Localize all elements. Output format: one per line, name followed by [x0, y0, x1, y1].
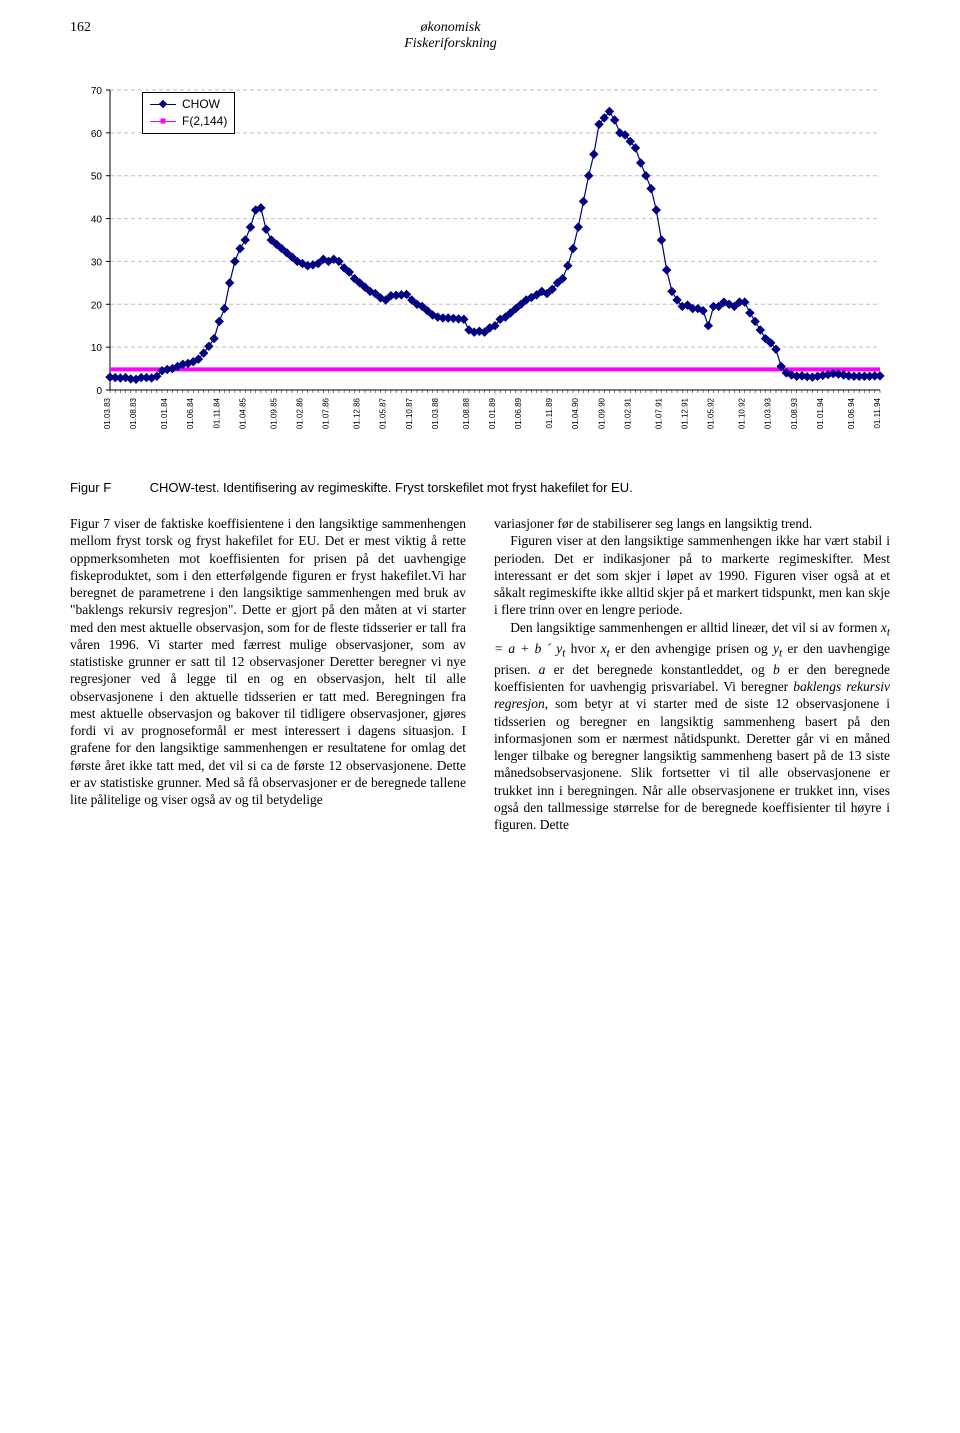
legend-label: F(2,144) — [182, 113, 227, 130]
svg-text:01.12.91: 01.12.91 — [681, 397, 690, 429]
svg-text:01.09.85: 01.09.85 — [269, 397, 278, 429]
svg-text:50: 50 — [91, 172, 103, 183]
journal-title: økonomisk Fiskeriforskning — [51, 20, 850, 52]
column-right: variasjoner før de stabiliserer seg lang… — [494, 515, 890, 833]
chart-legend: CHOW F(2,144) — [142, 92, 235, 134]
svg-text:01.11.84: 01.11.84 — [212, 397, 221, 428]
body-paragraph: Figuren viser at den langsiktige sammenh… — [494, 532, 890, 618]
body-paragraph: variasjoner før de stabiliserer seg lang… — [494, 515, 890, 532]
body-columns: Figur 7 viser de faktiske koeffisientene… — [70, 515, 890, 833]
svg-text:01.03.93: 01.03.93 — [764, 397, 773, 429]
svg-text:01.07.91: 01.07.91 — [654, 397, 663, 429]
svg-text:60: 60 — [91, 129, 103, 140]
svg-text:0: 0 — [96, 386, 102, 397]
svg-text:20: 20 — [91, 300, 103, 311]
svg-text:01.11.94: 01.11.94 — [873, 397, 882, 428]
svg-text:01.08.83: 01.08.83 — [129, 397, 138, 429]
figure-caption: Figur F CHOW-test. Identifisering av reg… — [70, 480, 890, 495]
svg-text:01.04.90: 01.04.90 — [571, 397, 580, 429]
square-marker-icon — [150, 116, 176, 126]
figure-label: Figur F — [70, 480, 146, 495]
svg-text:01.01.94: 01.01.94 — [816, 397, 825, 429]
svg-text:10: 10 — [91, 343, 103, 354]
journal-line2: Fiskeriforskning — [404, 36, 497, 51]
page-header: 162 økonomisk Fiskeriforskning — [70, 20, 890, 52]
journal-line1: økonomisk — [421, 20, 481, 35]
svg-text:30: 30 — [91, 257, 103, 268]
legend-item-f: F(2,144) — [150, 113, 227, 130]
body-paragraph: Den langsiktige sammenhengen er alltid l… — [494, 619, 890, 834]
svg-text:01.06.94: 01.06.94 — [847, 397, 856, 429]
svg-text:01.07.86: 01.07.86 — [322, 397, 331, 429]
figure-caption-text: CHOW-test. Identifisering av regimeskift… — [150, 480, 633, 495]
diamond-marker-icon — [150, 99, 176, 109]
svg-text:70: 70 — [91, 86, 103, 97]
svg-text:01.10.87: 01.10.87 — [405, 397, 414, 429]
svg-text:01.11.89: 01.11.89 — [545, 397, 554, 428]
svg-text:01.03.83: 01.03.83 — [103, 397, 112, 429]
svg-text:01.08.93: 01.08.93 — [790, 397, 799, 429]
svg-text:40: 40 — [91, 215, 103, 226]
svg-text:01.06.84: 01.06.84 — [186, 397, 195, 429]
column-left: Figur 7 viser de faktiske koeffisientene… — [70, 515, 466, 833]
legend-label: CHOW — [182, 96, 220, 113]
body-paragraph: Figur 7 viser de faktiske koeffisientene… — [70, 515, 466, 809]
svg-text:01.01.89: 01.01.89 — [488, 397, 497, 429]
chow-chart: 0 10 20 30 40 50 60 70 01.03.83 01.08.83 01.01.84 0… — [70, 80, 890, 450]
legend-item-chow: CHOW — [150, 96, 227, 113]
svg-text:01.02.91: 01.02.91 — [623, 397, 632, 429]
svg-text:01.05.92: 01.05.92 — [707, 397, 716, 429]
svg-text:01.06.89: 01.06.89 — [514, 397, 523, 429]
svg-text:01.01.84: 01.01.84 — [160, 397, 169, 429]
chart-svg: 0 10 20 30 40 50 60 70 01.03.83 01.08.83 01.01.84 0… — [70, 80, 890, 450]
svg-text:01.09.90: 01.09.90 — [597, 397, 606, 429]
svg-text:01.02.86: 01.02.86 — [296, 397, 305, 429]
svg-text:01.08.88: 01.08.88 — [462, 397, 471, 429]
svg-text:01.05.87: 01.05.87 — [379, 397, 388, 429]
svg-text:01.04.85: 01.04.85 — [238, 397, 247, 429]
svg-text:01.12.86: 01.12.86 — [353, 397, 362, 429]
svg-text:01.03.88: 01.03.88 — [431, 397, 440, 429]
svg-text:01.10.92: 01.10.92 — [738, 397, 747, 429]
